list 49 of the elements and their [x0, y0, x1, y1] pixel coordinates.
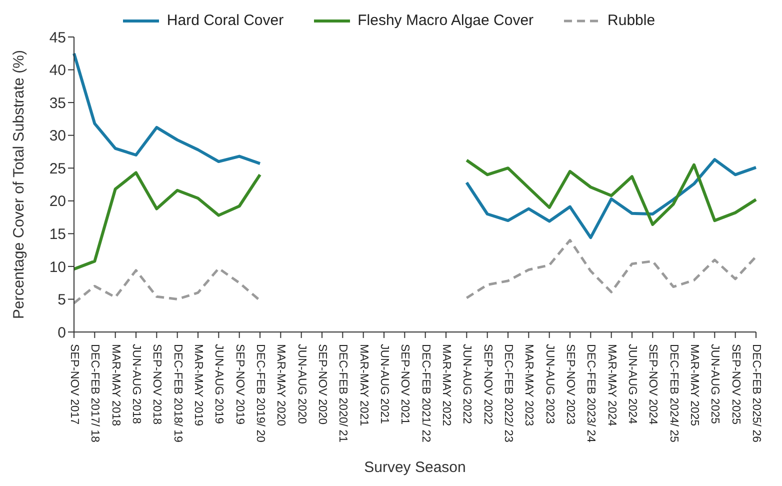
x-tick-label: MAR-MAY 2020	[274, 344, 287, 426]
legend-label: Rubble	[608, 12, 656, 29]
y-axis-title: Percentage Cover of Total Substrate (%)	[10, 50, 28, 320]
x-tick-label: SEP-NOV 2017	[68, 344, 80, 425]
x-tick-label: DEC-FEB 2017/ 18	[88, 344, 101, 442]
y-tick-label: 25	[49, 160, 66, 178]
x-tick-label: JUN-AUG 2021	[378, 344, 390, 424]
x-tick-label: MAR-MAY 2021	[357, 344, 370, 426]
x-tick-label: MAR-MAY 2019	[192, 344, 204, 426]
x-tick-label: JUN-AUG 2024	[626, 344, 638, 424]
x-tick-label: MAR-MAY 2018	[109, 344, 122, 426]
x-tick-label: DEC-FEB 2022/ 23	[502, 344, 514, 442]
x-tick-label: JUN-AUG 2018	[130, 344, 142, 424]
x-tick-label: MAR-MAY 2025	[688, 344, 700, 426]
x-tick-label: SEP-NOV 2022	[481, 344, 494, 425]
x-tick-label: SEP-NOV 2019	[233, 344, 246, 425]
x-tick-label: MAR-MAY 2022	[440, 344, 452, 426]
y-tick-label: 40	[49, 62, 66, 80]
y-tick-label: 45	[49, 29, 66, 46]
x-tick-label: SEP-NOV 2023	[564, 344, 576, 425]
x-tick-label: DEC-FEB 2018/ 19	[171, 344, 184, 442]
x-axis-title: Survey Season	[364, 459, 466, 476]
x-tick-label: SEP-NOV 2025	[729, 344, 742, 425]
x-tick-label: SEP-NOV 2024	[646, 344, 659, 426]
x-tick-label: SEP-NOV 2018	[150, 344, 163, 425]
x-tick-label: JUN-AUG 2025	[708, 344, 721, 424]
y-tick-label: 35	[49, 94, 66, 112]
y-tick-label: 30	[49, 128, 66, 145]
x-tick-label: DEC-FEB 2023/ 24	[584, 344, 597, 444]
x-tick-label: JUN-AUG 2020	[295, 344, 308, 424]
x-tick-label: DEC-FEB 2024/ 25	[667, 344, 680, 442]
y-tick-label: 15	[49, 226, 66, 243]
x-tick-label: DEC-FEB 2020/ 21	[336, 344, 349, 442]
x-tick-label: JUN-AUG 2023	[543, 344, 556, 424]
x-tick-label: SEP-NOV 2020	[316, 344, 328, 425]
y-tick-label: 20	[49, 193, 66, 210]
x-tick-label: DEC-FEB 2021/ 22	[419, 344, 432, 442]
x-tick-label: MAR-MAY 2023	[522, 344, 535, 426]
x-tick-label: JUN-AUG 2019	[212, 344, 225, 424]
legend-label: Fleshy Macro Algae Cover	[358, 12, 534, 29]
x-tick-label: JUN-AUG 2022	[460, 344, 473, 424]
x-tick-label: DEC-FEB 2025/ 26	[750, 344, 762, 442]
x-tick-label: DEC-FEB 2019/ 20	[254, 344, 266, 442]
y-tick-label: 0	[58, 324, 66, 342]
x-tick-label: MAR-MAY 2024	[605, 344, 618, 427]
y-tick-label: 5	[58, 292, 66, 309]
y-tick-label: 10	[49, 258, 66, 276]
x-tick-label: SEP-NOV 2021	[398, 344, 411, 425]
legend-label: Hard Coral Cover	[166, 12, 284, 29]
